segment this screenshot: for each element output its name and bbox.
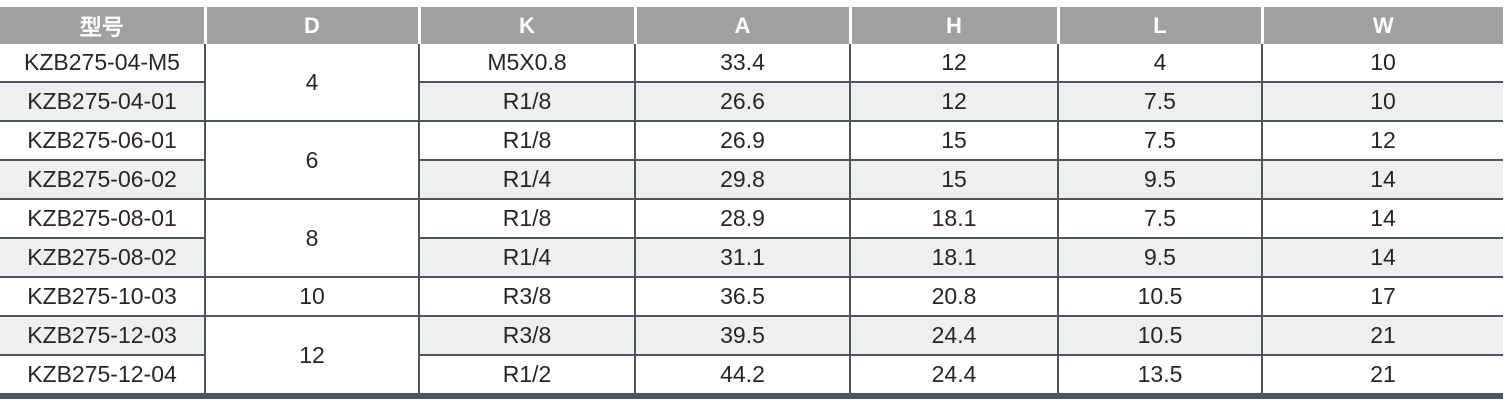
cell-a: 26.6 (634, 81, 850, 121)
table-row: KZB275-08-01 8 R1/8 28.9 18.1 7.5 14 (0, 198, 1503, 277)
col-header-d: D (203, 7, 419, 44)
cell-h: 12 (849, 81, 1058, 121)
table-row: KZB275-04-M5 4 M5X0.8 33.4 12 4 10 (0, 44, 1503, 121)
cell-d-group: 12 (204, 315, 419, 396)
cell-w: 14 (1261, 159, 1503, 199)
col-header-a: A (633, 7, 850, 44)
cell-w: 14 (1261, 198, 1503, 238)
cell-model: KZB275-10-03 (0, 276, 205, 316)
col-header-h: H (848, 7, 1058, 44)
cell-a: 33.4 (634, 44, 850, 82)
cell-h: 15 (849, 120, 1058, 160)
cell-l: 10.5 (1057, 276, 1262, 316)
cell-a: 39.5 (634, 315, 850, 355)
cell-model: KZB275-12-03 (0, 315, 205, 355)
cell-a: 28.9 (634, 198, 850, 238)
cell-l: 13.5 (1057, 354, 1262, 396)
cell-h: 24.4 (849, 315, 1058, 355)
table-row: KZB275-10-03 10 R3/8 36.5 20.8 10.5 17 (0, 276, 1503, 316)
cell-a: 44.2 (634, 354, 850, 396)
table-row: KZB275-12-03 12 R3/8 39.5 24.4 10.5 21 (0, 315, 1503, 396)
cell-a: 31.1 (634, 237, 850, 277)
cell-model: KZB275-06-02 (0, 159, 205, 199)
cell-h: 20.8 (849, 276, 1058, 316)
cell-k: R3/8 (418, 315, 635, 355)
cell-w: 21 (1261, 354, 1503, 396)
cell-l: 9.5 (1057, 237, 1262, 277)
cell-w: 10 (1261, 81, 1503, 121)
cell-model: KZB275-08-01 (0, 198, 205, 238)
cell-k: R3/8 (418, 276, 635, 316)
cell-w: 12 (1261, 120, 1503, 160)
table-row: KZB275-06-01 6 R1/8 26.9 15 7.5 12 (0, 120, 1503, 199)
cell-l: 10.5 (1057, 315, 1262, 355)
cell-k: R1/2 (418, 354, 635, 396)
cell-k: R1/8 (418, 198, 635, 238)
spec-table: 型号 D K A H L W KZB275-04-M5 4 M5X0.8 33.… (0, 7, 1503, 399)
cell-l: 7.5 (1057, 81, 1262, 121)
cell-model: KZB275-04-01 (0, 81, 205, 121)
cell-w: 21 (1261, 315, 1503, 355)
cell-k: R1/4 (418, 159, 635, 199)
cell-a: 29.8 (634, 159, 850, 199)
cell-model: KZB275-12-04 (0, 354, 205, 396)
cell-k: R1/8 (418, 120, 635, 160)
cell-l: 4 (1057, 44, 1262, 82)
cell-k: M5X0.8 (418, 44, 635, 82)
cell-l: 7.5 (1057, 120, 1262, 160)
table-row: KZB275-04-01 R1/8 26.6 12 7.5 10 (0, 81, 1503, 121)
cell-h: 15 (849, 159, 1058, 199)
cell-w: 14 (1261, 237, 1503, 277)
cell-h: 12 (849, 44, 1058, 82)
cell-w: 10 (1261, 44, 1503, 82)
cell-model: KZB275-06-01 (0, 120, 205, 160)
header-row: 型号 D K A H L W (0, 7, 1503, 44)
col-header-l: L (1056, 7, 1262, 44)
cell-d-group: 8 (204, 198, 419, 277)
cell-h: 24.4 (849, 354, 1058, 396)
cell-h: 18.1 (849, 198, 1058, 238)
cell-model: KZB275-08-02 (0, 237, 205, 277)
cell-a: 36.5 (634, 276, 850, 316)
table-row: KZB275-06-02 R1/4 29.8 15 9.5 14 (0, 159, 1503, 199)
cell-d-group: 4 (204, 44, 419, 121)
cell-l: 7.5 (1057, 198, 1262, 238)
cell-l: 9.5 (1057, 159, 1262, 199)
col-header-k: K (417, 7, 635, 44)
cell-model: KZB275-04-M5 (0, 44, 205, 82)
cell-a: 26.9 (634, 120, 850, 160)
cell-k: R1/8 (418, 81, 635, 121)
cell-d-group: 10 (204, 276, 419, 316)
table-row: KZB275-08-02 R1/4 31.1 18.1 9.5 14 (0, 237, 1503, 277)
cell-w: 17 (1261, 276, 1503, 316)
table-row: KZB275-12-04 R1/2 44.2 24.4 13.5 21 (0, 354, 1503, 396)
col-header-w: W (1260, 7, 1503, 44)
cell-k: R1/4 (418, 237, 635, 277)
cell-d-group: 6 (204, 120, 419, 199)
cell-h: 18.1 (849, 237, 1058, 277)
col-header-model: 型号 (0, 7, 205, 44)
